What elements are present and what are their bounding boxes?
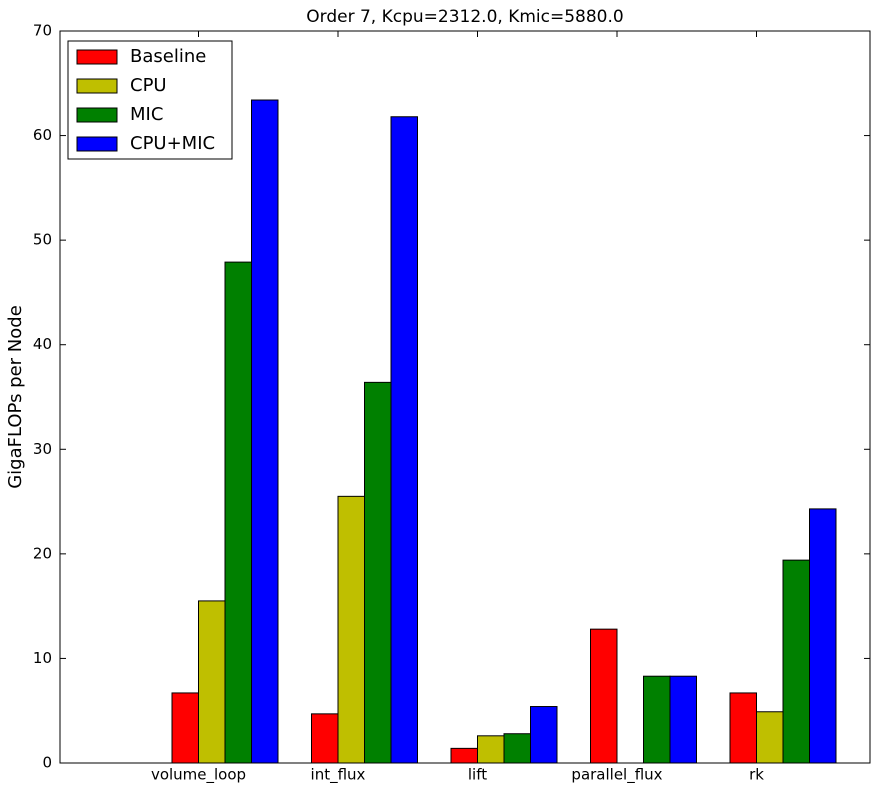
legend-swatch (76, 78, 118, 94)
legend-swatch (76, 107, 118, 123)
bar (477, 735, 505, 764)
bar (171, 692, 199, 764)
bar (756, 711, 784, 764)
y-axis-label: GigaFLOPs per Node (5, 305, 26, 489)
y-tick-label: 50 (33, 231, 52, 249)
bar (809, 508, 837, 764)
bar (390, 116, 418, 764)
bar (224, 261, 252, 764)
legend-label: Baseline (130, 46, 206, 67)
bar (198, 600, 226, 764)
legend-swatch (76, 136, 118, 152)
x-tick-label: parallel_flux (571, 766, 662, 785)
chart-title: Order 7, Kcpu=2312.0, Kmic=5880.0 (306, 7, 623, 27)
bar (311, 713, 339, 764)
y-tick-label: 60 (33, 126, 52, 144)
x-tick-label: volume_loop (151, 766, 246, 785)
y-tick-label: 20 (33, 544, 52, 562)
bar (669, 675, 697, 764)
x-tick-label: lift (468, 766, 487, 784)
legend-label: MIC (130, 104, 163, 125)
y-tick-label: 30 (33, 440, 52, 458)
legend-label: CPU+MIC (130, 133, 215, 154)
y-tick-label: 0 (42, 754, 52, 772)
bar (364, 381, 392, 764)
bar (782, 559, 810, 764)
bar (590, 628, 618, 764)
legend-swatch (76, 49, 118, 65)
y-tick-label: 70 (33, 22, 52, 40)
bar (337, 495, 365, 764)
bar (643, 675, 671, 764)
x-tick-label: int_flux (311, 766, 366, 785)
bar (530, 706, 558, 764)
bar (251, 99, 279, 764)
bar (729, 692, 757, 764)
plot-frame (59, 30, 871, 764)
y-tick-label: 40 (33, 335, 52, 353)
bar (450, 747, 478, 764)
bar (503, 733, 531, 764)
x-tick-label: rk (749, 766, 764, 784)
y-tick-label: 10 (33, 649, 52, 667)
legend-label: CPU (130, 75, 167, 96)
